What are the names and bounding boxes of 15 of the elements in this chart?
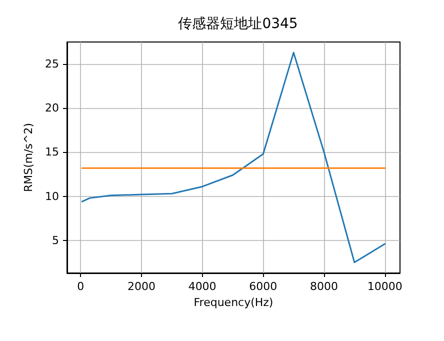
x-tick-label: 4000: [188, 280, 216, 293]
y-tick-label: 25: [45, 58, 59, 71]
line-series: [81, 52, 386, 264]
x-tick-label: 6000: [249, 280, 278, 293]
x-axis-title: Frequency(Hz): [194, 296, 274, 309]
x-tick-label: 0: [77, 280, 84, 293]
x-tick-label: 2000: [127, 280, 156, 293]
y-tick-label: 20: [45, 102, 59, 115]
chart-title: 传感器短地址0345: [178, 16, 298, 32]
y-axis-title: RMS(m/s^2): [22, 122, 36, 192]
y-tick-label: 15: [45, 146, 59, 159]
x-tick-label: 10000: [367, 280, 402, 293]
y-tick-label: 5: [52, 234, 59, 247]
y-tick-label: 10: [45, 190, 59, 203]
x-tick-label: 8000: [310, 280, 338, 293]
